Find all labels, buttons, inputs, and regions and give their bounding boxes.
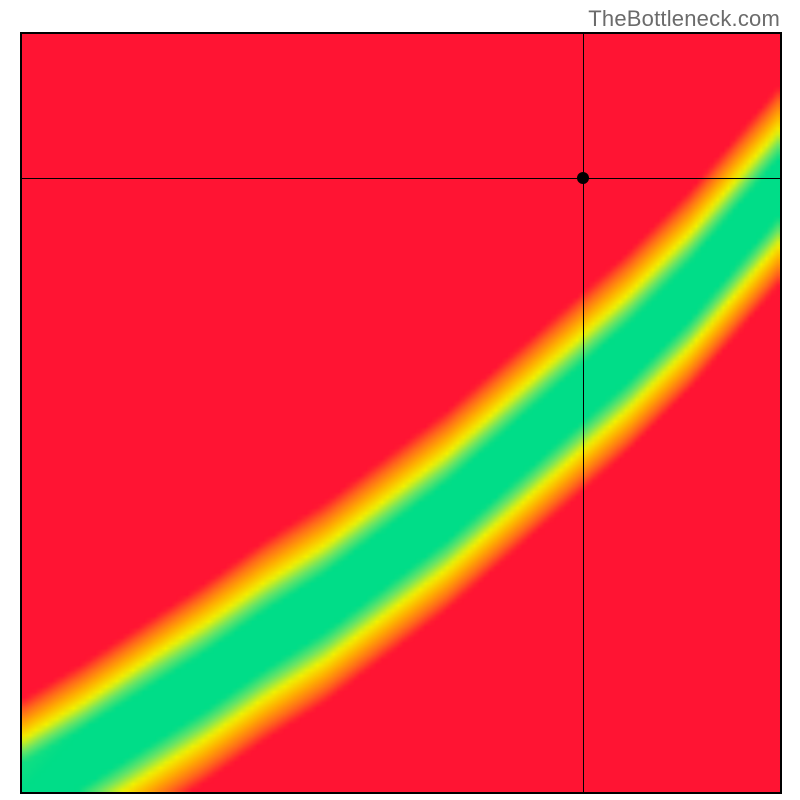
crosshair-vertical xyxy=(583,34,584,792)
heatmap-canvas xyxy=(22,34,780,792)
crosshair-horizontal xyxy=(22,178,780,179)
data-point-marker xyxy=(577,172,589,184)
heatmap-plot xyxy=(20,32,782,794)
watermark-text: TheBottleneck.com xyxy=(588,6,780,32)
